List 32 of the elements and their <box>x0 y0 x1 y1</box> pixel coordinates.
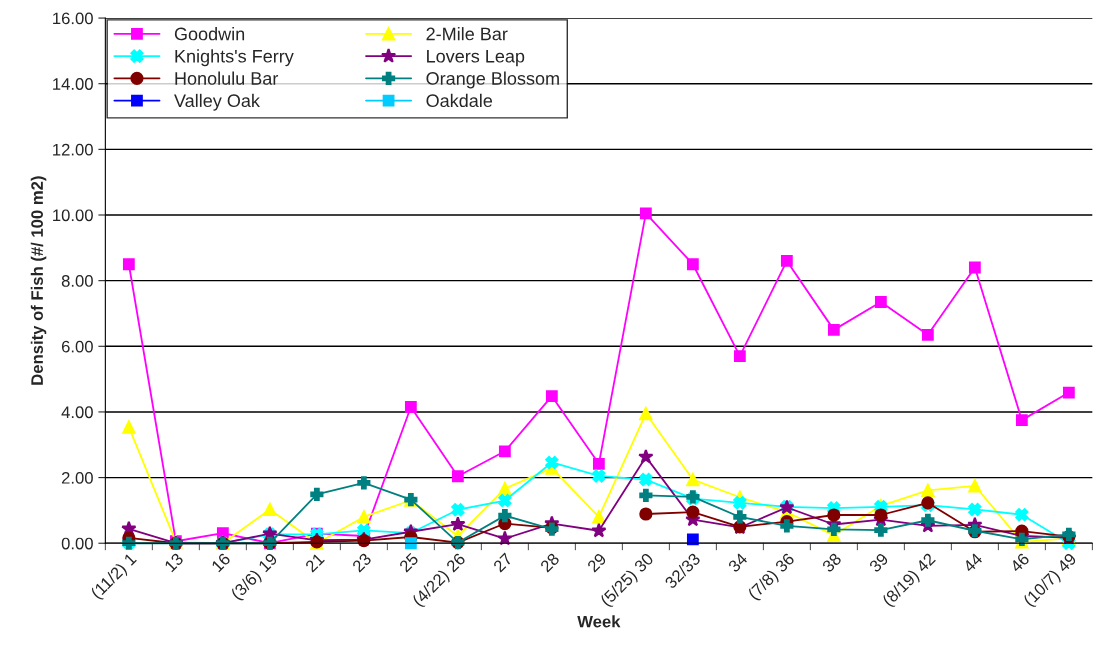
legend-label: Valley Oak <box>174 93 260 111</box>
legend-label: Knights's Ferry <box>175 49 294 67</box>
x-tick-label: 13 <box>163 552 184 573</box>
y-tick-label: 6.00 <box>61 340 93 353</box>
legend-label: Honolulu Bar <box>175 71 279 85</box>
y-tick-label: 14.00 <box>53 78 93 90</box>
legend-label: 2-Mile Bar <box>426 27 508 41</box>
y-tick-label: 12.00 <box>53 143 93 156</box>
y-tick-label: 0.00 <box>61 537 93 550</box>
legend-label: Oakdale <box>426 93 493 108</box>
x-tick-label: 28 <box>539 552 560 573</box>
x-tick-label: 34 <box>727 552 749 573</box>
x-tick-label: 21 <box>304 552 325 573</box>
x-tick-label: 16 <box>210 552 231 573</box>
x-tick-label: 29 <box>586 552 607 573</box>
y-tick-label: 4.00 <box>61 406 93 419</box>
x-tick-label: 27 <box>492 552 513 573</box>
y-axis-title: Density of Fish (#/ 100 m2) <box>30 176 47 385</box>
legend-label: Lovers Leap <box>427 50 525 67</box>
y-tick-label: 2.00 <box>61 471 93 484</box>
y-tick-label: 8.00 <box>61 275 93 287</box>
y-tick-label: 10.00 <box>53 209 93 222</box>
x-tick-label: 23 <box>351 552 372 573</box>
x-tick-label: 38 <box>821 552 843 573</box>
x-tick-label: 39 <box>868 552 889 573</box>
y-tick-label: 16.00 <box>53 12 93 25</box>
legend-label: Orange Blossom <box>426 71 559 89</box>
x-tick-label: 46 <box>1009 552 1030 574</box>
x-tick-label: 25 <box>398 552 420 573</box>
x-axis-title: Week <box>577 615 621 628</box>
x-tick-label: 44 <box>962 552 984 573</box>
legend-label: Goodwin <box>174 27 245 41</box>
